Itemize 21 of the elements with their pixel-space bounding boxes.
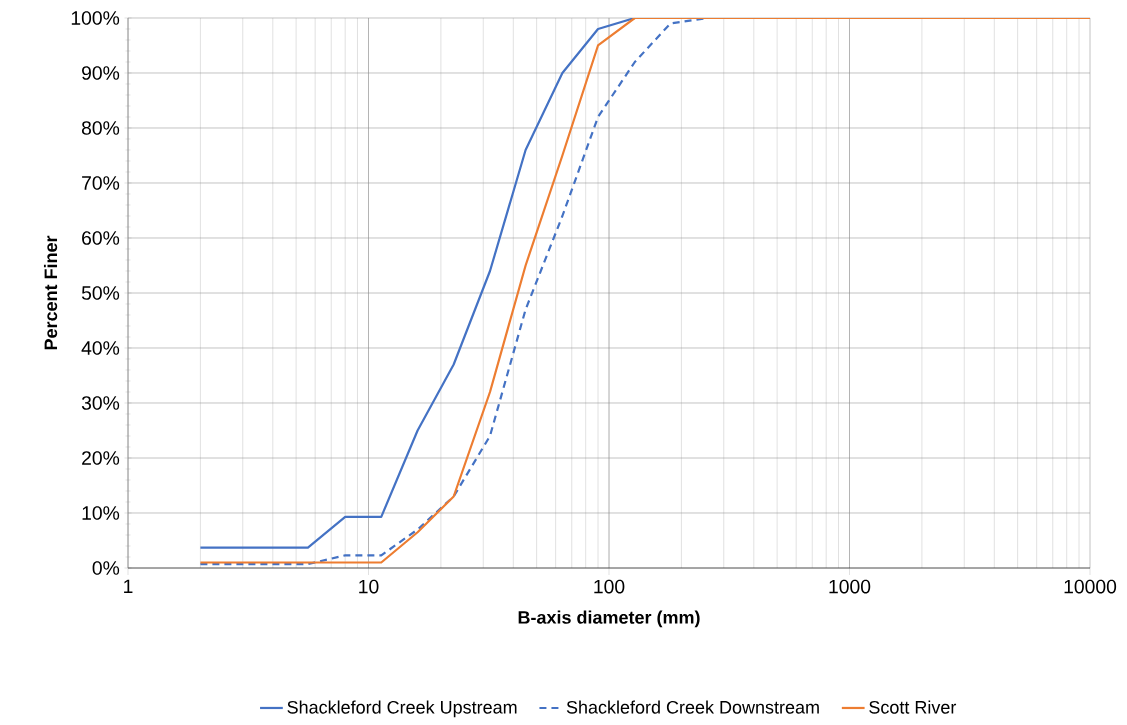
y-tick-label: 90%: [82, 66, 120, 80]
y-tick-label: 10%: [82, 506, 120, 520]
y-axis-title: Percent Finer: [43, 235, 58, 350]
y-tick-label: 60%: [82, 231, 120, 245]
y-tick-label: 20%: [82, 451, 120, 465]
y-tick-label: 40%: [81, 341, 120, 355]
y-tick-label: 30%: [81, 396, 120, 410]
y-tick-label: 100%: [71, 11, 120, 25]
y-tick-label: 70%: [82, 176, 120, 190]
y-tick-label: 80%: [81, 121, 120, 135]
y-tick-label: 50%: [81, 286, 120, 300]
x-tick-label: 1000: [829, 579, 871, 594]
legend-label: Shackleford Creek Upstream: [287, 700, 517, 718]
x-tick-label: 10000: [1064, 579, 1117, 594]
legend-label: Shackleford Creek Downstream: [566, 700, 819, 714]
legend-label: Scott River: [869, 700, 957, 714]
x-axis-title: B-axis diameter (mm): [518, 610, 700, 628]
y-tick-label: 0%: [92, 561, 120, 575]
x-tick-label: 100: [594, 579, 625, 594]
x-tick-label: 10: [359, 579, 379, 594]
x-tick-label: 1: [124, 579, 133, 594]
